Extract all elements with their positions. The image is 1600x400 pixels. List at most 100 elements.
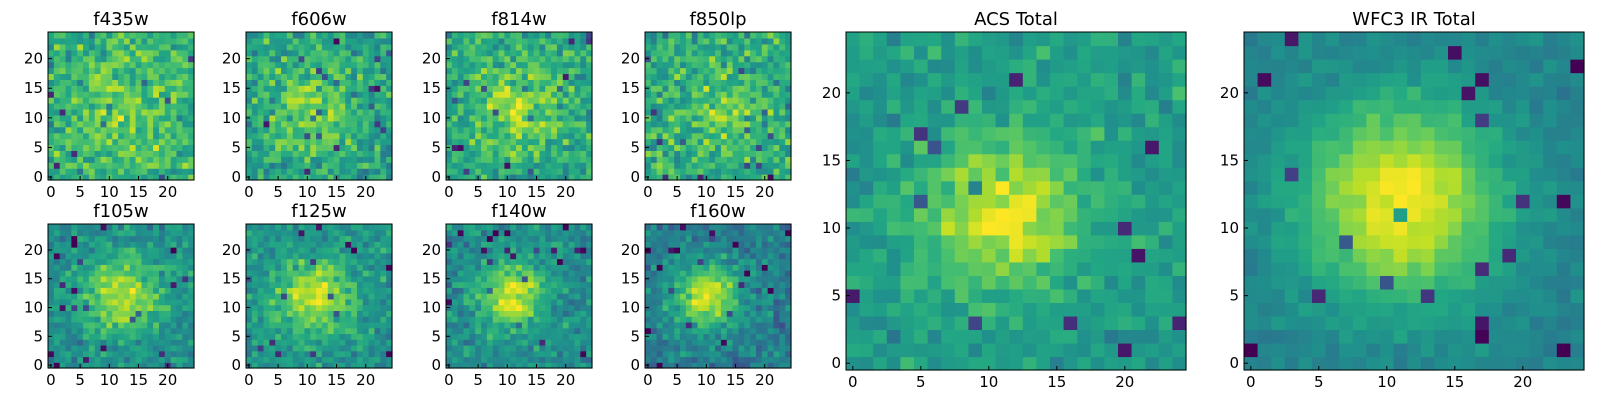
heatmap-cell [286,120,294,128]
heatmap-cell [486,264,494,271]
heatmap-cell [176,339,183,346]
heatmap-cell [141,114,148,122]
heatmap-cell [551,258,558,265]
heatmap-cell [182,344,189,352]
heatmap-cell [685,339,693,346]
heatmap-cell [551,333,558,340]
heatmap-cell [481,114,488,122]
heatmap-cell [744,43,751,51]
heatmap-cell [362,55,370,63]
heatmap-cell [486,241,494,248]
heatmap-cell [562,281,570,288]
heatmap-cell [486,37,494,45]
heatmap-cell [645,61,652,69]
heatmap-cell [327,138,335,146]
heatmap-cell [281,287,288,294]
heatmap-cell [469,61,476,69]
heatmap-cell [574,235,581,242]
heatmap-cell [785,85,792,92]
heatmap-cell [446,241,453,248]
heatmap-cell [298,333,305,340]
heatmap-cell [345,339,352,346]
heatmap-cell [469,49,476,57]
heatmap-cell [521,79,529,86]
heatmap-cell [251,37,259,45]
heatmap-cell [650,91,658,98]
heatmap-cell [251,304,259,311]
heatmap-cell [498,293,505,300]
heatmap-cell [257,321,265,329]
heatmap-cell [726,270,734,277]
heatmap-cell [457,344,465,352]
heatmap-cell [510,350,517,358]
heatmap-cell [451,229,459,237]
heatmap-cell [158,264,166,271]
heatmap-cell [147,43,154,51]
heatmap-cell [533,61,541,69]
heatmap-cell [286,264,294,271]
heatmap-cell [188,97,195,104]
heatmap-cell [275,37,282,45]
heatmap-cell [656,350,664,358]
heatmap-cell [170,156,178,163]
heatmap-cell [446,252,453,260]
heatmap-cell [321,333,329,340]
heatmap-cell [188,91,195,98]
heatmap-cell [680,114,687,122]
heatmap-cell [457,126,465,134]
heatmap-cell [674,168,681,175]
heatmap-cell [386,156,393,163]
heatmap-cell [545,91,552,98]
y-tick-label: 20 [222,50,241,68]
heatmap-cell [100,37,107,45]
heatmap-cell [755,270,763,277]
heatmap-cell [674,32,681,39]
heatmap-cell [53,224,61,231]
heatmap-cell [533,241,541,248]
heatmap-cell [516,37,523,45]
heatmap-cell [551,114,558,122]
heatmap-cell [100,144,107,151]
heatmap-cell [362,310,370,317]
heatmap-cell [510,327,517,335]
heatmap-cell [106,229,113,237]
heatmap-cell [83,91,90,98]
heatmap-cell [286,114,294,122]
heatmap-cell [773,126,780,134]
heatmap-cell [263,73,270,80]
heatmap-cell [77,310,84,317]
heatmap-cell [533,114,541,122]
heatmap-cell [451,321,459,329]
heatmap-cell [263,270,270,277]
heatmap-cell [129,350,137,358]
heatmap-cell [674,327,681,335]
heatmap-cell [316,310,323,317]
heatmap-cell [457,114,465,122]
heatmap-cell [492,43,500,51]
heatmap-cell [59,156,67,163]
heatmap-cell [118,37,125,45]
heatmap-cell [380,356,387,363]
heatmap-cell [281,350,288,358]
heatmap-cell [486,229,494,237]
heatmap-cell [362,138,370,146]
heatmap-cell [88,91,96,98]
heatmap-cell [481,252,488,260]
heatmap-cell [123,362,131,369]
heatmap-cell [88,362,96,369]
heatmap-cell [527,156,535,163]
heatmap-cell [281,333,288,340]
heatmap-cell [147,327,154,335]
heatmap-cell [761,287,769,294]
heatmap-cell [645,339,652,346]
heatmap-cell [257,241,265,248]
heatmap-cell [568,55,576,63]
heatmap-cell [59,241,67,248]
heatmap-cell [726,310,734,317]
heatmap-cell [510,241,517,248]
heatmap-cell [263,97,270,104]
heatmap-cell [158,49,166,57]
heatmap-cell [539,67,546,75]
heatmap-cell [755,362,763,369]
heatmap-cell [281,120,288,128]
